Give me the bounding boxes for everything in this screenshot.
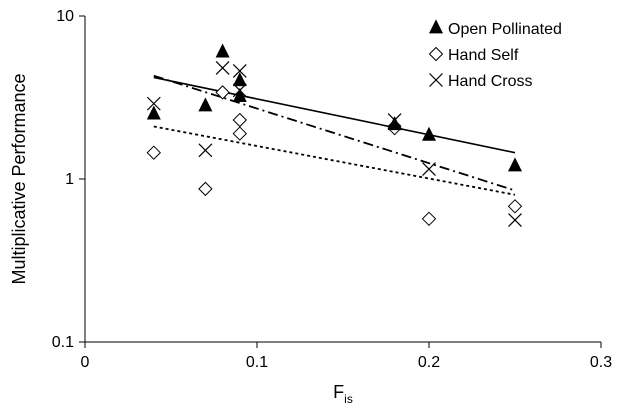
axes: [84, 16, 601, 343]
legend-marker-hand-self: [428, 46, 444, 62]
y-tick-label-0: 0.1: [52, 334, 74, 351]
x-tick-label-2: 0.2: [418, 354, 440, 371]
point-open-pollinated-4: [232, 87, 247, 102]
x-tick-label-0: 0: [81, 354, 90, 371]
point-open-pollinated-6: [422, 126, 436, 141]
legend-marker-hand-cross: [429, 73, 443, 87]
legend: Open Pollinated Hand Self Hand Cross: [428, 19, 562, 90]
point-hand-cross-0: [146, 96, 161, 111]
point-open-pollinated-2: [215, 43, 230, 58]
point-hand-self-1: [198, 181, 213, 197]
trendline-hand-self: [153, 125, 516, 196]
y-tick-label-2: 10: [56, 8, 74, 25]
point-hand-self-3: [232, 112, 248, 128]
x-tick-label-1: 0.1: [246, 354, 268, 371]
point-open-pollinated-7: [508, 157, 522, 172]
point-hand-cross-2: [215, 61, 230, 75]
legend-label-hand-cross: Hand Cross: [448, 73, 532, 90]
point-open-pollinated-0: [146, 105, 161, 120]
x-axis-title-sub: is: [344, 392, 353, 406]
legend-marker-open-pollinated: [429, 19, 443, 34]
point-hand-cross-3: [232, 64, 247, 78]
point-hand-self-4: [232, 126, 248, 141]
y-axis-title: Multiplicative Performance: [9, 73, 29, 284]
x-axis-title: Fis: [333, 382, 353, 406]
ticks: 0 0.1 0.2 0.3 0.1 1 10: [52, 8, 612, 371]
point-hand-cross-6: [422, 162, 436, 177]
point-hand-self-2: [215, 85, 230, 100]
point-open-pollinated-3: [232, 72, 247, 87]
x-axis-title-main: F: [333, 382, 344, 402]
point-hand-self-0: [146, 145, 162, 160]
trendline-open-pollinated: [153, 76, 516, 154]
y-tick-label-1: 1: [65, 171, 74, 188]
point-open-pollinated-5: [387, 116, 402, 131]
legend-label-hand-self: Hand Self: [448, 47, 519, 64]
point-hand-self-7: [507, 199, 523, 214]
point-hand-cross-1: [198, 143, 213, 158]
trendlines: [153, 74, 516, 196]
legend-label-open-pollinated: Open Pollinated: [448, 21, 562, 38]
x-tick-label-3: 0.3: [590, 354, 612, 371]
point-hand-cross-7: [508, 213, 522, 227]
trendline-hand-cross: [153, 74, 516, 192]
data-points: [146, 43, 523, 227]
point-open-pollinated-1: [198, 97, 213, 112]
point-hand-self-6: [421, 211, 437, 226]
